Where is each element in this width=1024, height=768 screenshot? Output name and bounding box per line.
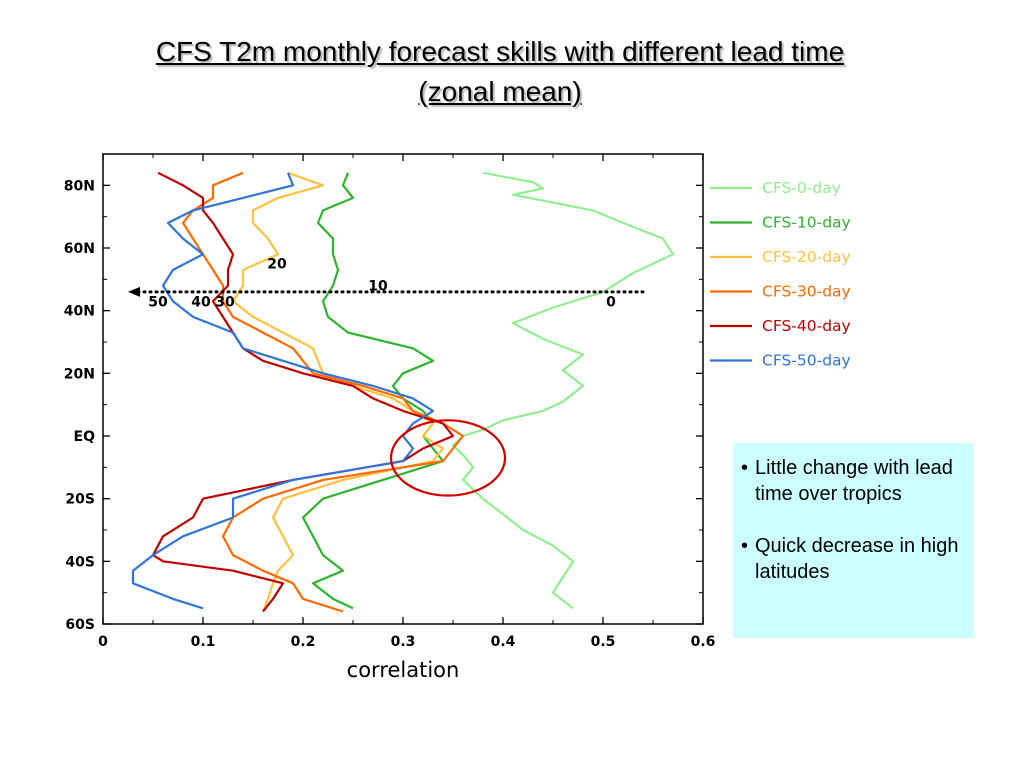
x-tick-label: 0.5 [591, 634, 616, 650]
x-axis-label: correlation [347, 658, 460, 682]
lead-label: 30 [215, 294, 235, 310]
series-line-cfs-40-day [151, 171, 455, 613]
x-tick-label: 0.3 [391, 634, 416, 650]
note-text-2: Quick decrease in high latitudes [755, 535, 959, 583]
legend-label-cfs-40-day: CFS-40-day [762, 317, 851, 335]
series-line-cfs-20-day [231, 171, 445, 612]
series-line-cfs-0-day [451, 171, 675, 610]
legend-label-cfs-0-day: CFS-0-day [762, 179, 841, 197]
y-tick-label: 80N [64, 178, 95, 194]
legend-label-cfs-20-day: CFS-20-day [762, 248, 851, 266]
note-bullet-1: • Little change with lead time over trop… [741, 455, 964, 507]
tropics-highlight-circle [389, 419, 507, 497]
series-line-cfs-50-day [131, 172, 435, 610]
lead-label: 0 [606, 294, 616, 310]
arrow-head [128, 286, 140, 297]
lead-label: 40 [191, 294, 211, 310]
bullet-dot: • [741, 457, 749, 479]
y-tick-label: 20N [64, 366, 95, 382]
legend: CFS-0-day CFS-10-day CFS-20-day CFS-30-day C… [710, 179, 851, 370]
series-line-cfs-30-day [181, 171, 465, 613]
x-tick-label: 0.1 [191, 634, 216, 650]
legend-label-cfs-50-day: CFS-50-day [762, 352, 851, 370]
y-tick-label: 60N [64, 241, 95, 257]
y-tick-label: EQ [74, 429, 96, 445]
lead-label: 50 [148, 294, 168, 310]
slide-title: CFS T2m monthly forecast skills with dif… [0, 32, 1000, 112]
bullet-dot: • [741, 535, 749, 557]
slide-title-line1: CFS T2m monthly forecast skills with dif… [155, 36, 845, 67]
legend-label-cfs-30-day: CFS-30-day [762, 283, 851, 301]
slide-title-line2: (zonal mean) [418, 76, 582, 107]
x-tick-label: 0.6 [691, 634, 716, 650]
note-text-1: Little change with lead time over tropic… [755, 457, 953, 505]
y-tick-label: 40S [65, 554, 95, 570]
plot-frame [102, 153, 704, 625]
notes-box: • Little change with lead time over trop… [733, 443, 974, 638]
y-tick-label: 20S [65, 492, 95, 508]
x-tick-label: 0.4 [491, 634, 516, 650]
y-tick-label: 60S [65, 617, 95, 633]
x-tick-label: 0.2 [291, 634, 316, 650]
y-axis: 80N 60N 40N 20N EQ 20S 40S 60S [64, 178, 703, 633]
legend-label-cfs-10-day: CFS-10-day [762, 214, 851, 232]
lead-label: 20 [267, 257, 287, 273]
series-line-cfs-10-day [301, 172, 445, 610]
note-bullet-2: • Quick decrease in high latitudes [741, 533, 964, 585]
x-axis: 0 0.1 0.2 0.3 0.4 0.5 0.6 [98, 154, 715, 650]
y-tick-label: 40N [64, 304, 95, 320]
lead-label: 10 [368, 279, 388, 295]
series-lines [131, 171, 675, 613]
x-tick-label: 0 [98, 634, 108, 650]
